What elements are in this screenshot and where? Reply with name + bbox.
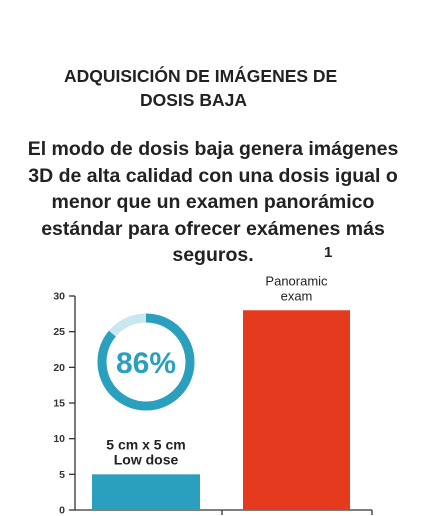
- footnote-marker: 1: [324, 244, 333, 261]
- category-label: Panoramic exam: [265, 273, 328, 303]
- y-tick-label: 25: [53, 326, 65, 338]
- ring-percent-label: 86%: [116, 347, 176, 380]
- ring-progress: [97, 313, 195, 411]
- title-line-1: ADQUISICIÓN DE IMÁGENES DE: [64, 66, 338, 86]
- category-label: 5 cm x 5 cm Low dose: [106, 436, 185, 467]
- y-tick-label: 10: [53, 433, 65, 445]
- y-tick-label: 15: [53, 398, 65, 410]
- y-tick-label: 30: [53, 291, 65, 303]
- bar-low-dose: [92, 474, 200, 510]
- intro-text: El modo de dosis baja genera imágenes 3D…: [27, 138, 399, 266]
- y-tick-label: 20: [53, 362, 65, 374]
- y-tick-label: 0: [59, 505, 65, 516]
- bar-panoramic: [243, 310, 350, 510]
- y-tick-label: 5: [59, 469, 65, 481]
- page-title: ADQUISICIÓN DE IMÁGENES DE DOSIS BAJA: [64, 64, 394, 112]
- title-line-2: DOSIS BAJA: [140, 90, 247, 110]
